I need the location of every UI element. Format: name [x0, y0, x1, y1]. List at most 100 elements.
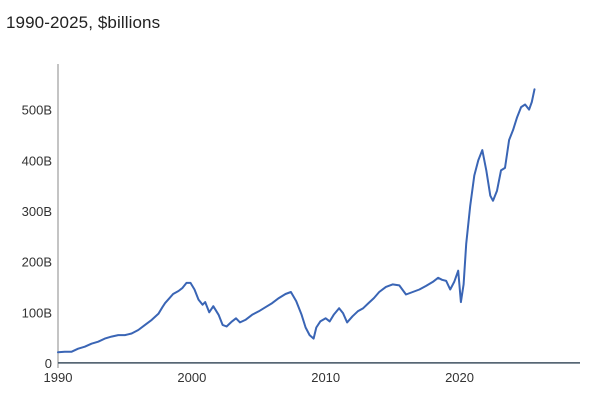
data-point: [172, 293, 174, 295]
data-point: [157, 313, 159, 315]
data-point: [208, 311, 210, 313]
data-point: [97, 341, 99, 343]
x-axis: 1990 2000 2010 2020: [44, 362, 580, 385]
data-point: [504, 167, 506, 169]
y-axis: 0 100B 200B 300B 400B 500B: [22, 64, 59, 371]
data-point: [185, 282, 187, 284]
data-point: [131, 333, 133, 335]
data-point: [124, 334, 126, 336]
data-point: [516, 116, 518, 118]
data-point: [111, 336, 113, 338]
data-point: [90, 343, 92, 345]
y-tick-labels: 0 100B 200B 300B 400B 500B: [22, 103, 52, 371]
data-point: [445, 280, 447, 282]
data-point: [531, 101, 533, 103]
data-point: [533, 88, 535, 90]
x-tick-label: 2020: [445, 370, 474, 385]
data-point: [481, 149, 483, 151]
data-point: [368, 302, 370, 304]
data-point: [398, 284, 400, 286]
data-point: [432, 281, 434, 283]
data-point: [168, 298, 170, 300]
data-point: [57, 351, 59, 353]
data-point: [460, 301, 462, 303]
data-point: [346, 321, 348, 323]
data-point: [202, 304, 204, 306]
data-point: [251, 314, 253, 316]
data-point: [161, 306, 163, 308]
data-point: [301, 314, 303, 316]
data-point: [198, 299, 200, 301]
y-tick-label: 500B: [22, 103, 52, 118]
data-point: [181, 287, 183, 289]
data-point: [325, 317, 327, 319]
data-point: [437, 277, 439, 279]
data-point: [492, 200, 494, 202]
data-point: [264, 306, 266, 308]
data-point: [218, 314, 220, 316]
data-point: [194, 288, 196, 290]
data-point: [70, 351, 72, 353]
data-point: [385, 286, 387, 288]
data-point: [84, 346, 86, 348]
data-point: [378, 291, 380, 293]
data-point: [204, 301, 206, 303]
data-point: [285, 293, 287, 295]
data-point: [392, 283, 394, 285]
data-point: [244, 319, 246, 321]
data-point: [315, 326, 317, 328]
data-point: [338, 307, 340, 309]
data-point: [222, 324, 224, 326]
data-point: [77, 348, 79, 350]
data-point: [418, 288, 420, 290]
data-point: [528, 109, 530, 111]
data-point: [144, 324, 146, 326]
data-point: [512, 129, 514, 131]
data-point: [453, 281, 455, 283]
data-point: [309, 334, 311, 336]
data-point: [457, 270, 459, 272]
x-tick-labels: 1990 2000 2010 2020: [44, 370, 474, 385]
data-point: [342, 312, 344, 314]
data-point: [258, 310, 260, 312]
data-point: [489, 195, 491, 197]
data-point: [524, 104, 526, 106]
y-tick-label: 0: [45, 356, 52, 371]
data-point: [239, 321, 241, 323]
data-point: [329, 320, 331, 322]
data-point: [508, 139, 510, 141]
data-point: [319, 320, 321, 322]
data-points: [57, 88, 535, 353]
data-point: [469, 205, 471, 207]
data-point: [231, 320, 233, 322]
data-point: [473, 174, 475, 176]
data-point: [496, 190, 498, 192]
data-point: [405, 294, 407, 296]
data-point: [226, 325, 228, 327]
data-point: [485, 169, 487, 171]
data-point: [235, 317, 237, 319]
x-tick-label: 2000: [177, 370, 206, 385]
data-point: [441, 279, 443, 281]
data-point: [449, 288, 451, 290]
data-point: [117, 334, 119, 336]
data-point: [425, 285, 427, 287]
x-tick-label: 1990: [44, 370, 73, 385]
data-point: [412, 291, 414, 293]
data-point: [351, 315, 353, 317]
data-point: [151, 319, 153, 321]
data-point: [278, 297, 280, 299]
data-point: [271, 302, 273, 304]
data-point: [333, 314, 335, 316]
data-point: [290, 291, 292, 293]
data-point: [465, 243, 467, 245]
y-tick-label: 400B: [22, 153, 52, 168]
data-point: [164, 302, 166, 304]
data-point: [295, 300, 297, 302]
data-point: [357, 310, 359, 312]
data-point: [137, 329, 139, 331]
data-point: [373, 297, 375, 299]
data-point: [177, 290, 179, 292]
data-point: [104, 338, 106, 340]
data-point: [190, 282, 192, 284]
